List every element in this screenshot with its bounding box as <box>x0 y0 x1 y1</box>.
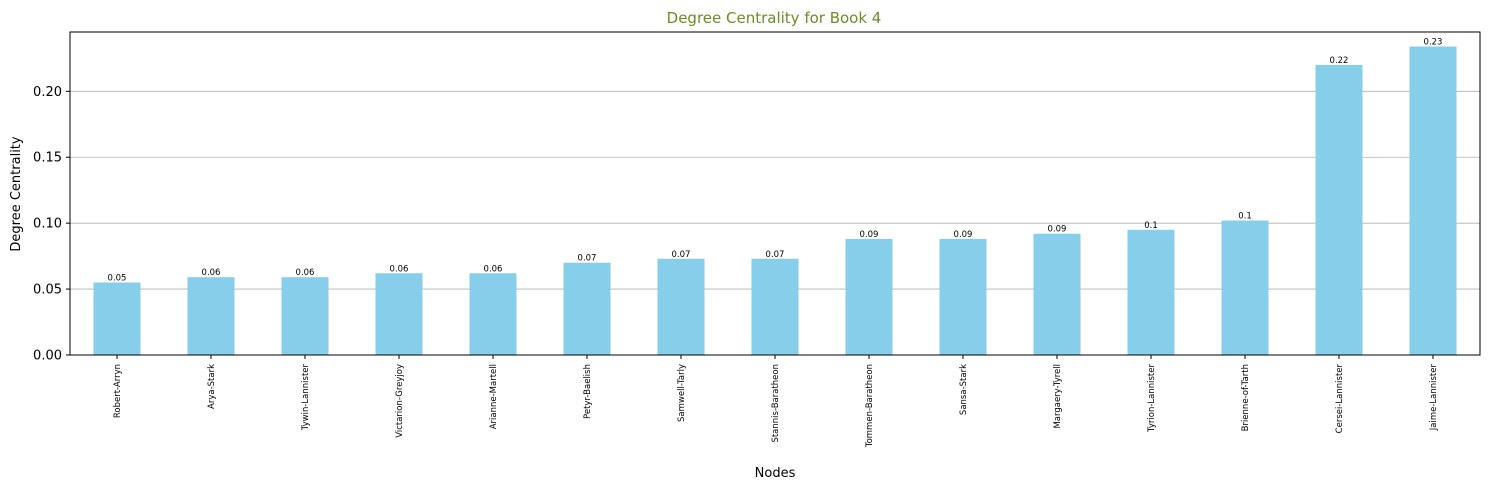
x-tick-label: Arya-Stark <box>207 364 217 409</box>
bar <box>375 273 423 355</box>
x-tick-label: Tyrion-Lannister <box>1147 364 1157 433</box>
bar <box>563 262 611 355</box>
x-tick-label: Petyr-Baelish <box>583 364 593 419</box>
bars-group <box>93 46 1457 356</box>
data-label: 0.09 <box>1048 225 1067 235</box>
data-label: 0.1 <box>1238 212 1252 222</box>
data-label: 0.1 <box>1144 221 1158 231</box>
data-label: 0.07 <box>578 254 597 264</box>
data-label: 0.07 <box>672 250 691 260</box>
data-label: 0.09 <box>860 230 879 240</box>
data-label: 0.05 <box>108 273 127 283</box>
bar <box>1127 229 1175 355</box>
x-tick-label: Victarion-Greyjoy <box>395 364 405 438</box>
chart-title: Degree Centrality for Book 4 <box>667 9 882 27</box>
data-label: 0.06 <box>296 268 315 278</box>
bar <box>751 258 799 355</box>
data-label: 0.23 <box>1424 38 1443 48</box>
bar <box>845 238 893 355</box>
data-label: 0.06 <box>484 264 503 274</box>
bar <box>1221 220 1269 355</box>
x-tick-label: Jaime-Lannister <box>1429 364 1439 432</box>
x-tick-label: Margaery-Tyrell <box>1053 364 1063 429</box>
data-label: 0.09 <box>954 230 973 240</box>
bar <box>1409 46 1457 355</box>
x-tick-label: Arianne-Martell <box>489 364 499 429</box>
x-tick-label: Cersei-Lannister <box>1335 363 1345 433</box>
x-tick-label: Brienne-of-Tarth <box>1241 364 1251 431</box>
y-tick-label: 0.15 <box>33 151 62 166</box>
y-tick-label: 0.05 <box>33 283 62 298</box>
bar <box>1315 64 1363 356</box>
bar <box>469 273 517 355</box>
bar <box>187 277 235 355</box>
y-ticks-group: 0.00 0.05 0.10 0.15 0.20 <box>33 85 70 364</box>
y-tick-label: 0.10 <box>33 217 62 232</box>
x-tick-label: Tommen-Baratheon <box>865 364 875 448</box>
x-ticks-group: Robert-Arryn Arya-Stark Tywin-Lannister Vic… <box>113 355 1439 448</box>
x-tick-label: Tywin-Lannister <box>301 363 311 431</box>
data-label: 0.06 <box>202 268 221 278</box>
x-axis-label: Nodes <box>755 466 796 481</box>
bar <box>657 258 705 355</box>
data-label: 0.06 <box>390 264 409 274</box>
data-labels-group: 0.05 0.06 0.06 0.06 0.06 0.07 0.07 0.07 0.09 0.09… <box>108 38 1443 284</box>
x-tick-label: Stannis-Baratheon <box>771 364 781 443</box>
data-label: 0.07 <box>766 250 785 260</box>
x-tick-label: Sansa-Stark <box>959 364 969 415</box>
y-axis-label: Degree Centrality <box>9 136 24 251</box>
bar <box>281 277 329 355</box>
y-tick-label: 0.20 <box>33 85 62 100</box>
y-tick-label: 0.00 <box>33 349 62 364</box>
x-tick-label: Samwell-Tarly <box>677 364 687 422</box>
data-label: 0.22 <box>1330 56 1349 66</box>
bar <box>1033 233 1081 355</box>
x-tick-label: Robert-Arryn <box>113 364 123 418</box>
bar <box>93 282 141 355</box>
bar <box>939 238 987 355</box>
